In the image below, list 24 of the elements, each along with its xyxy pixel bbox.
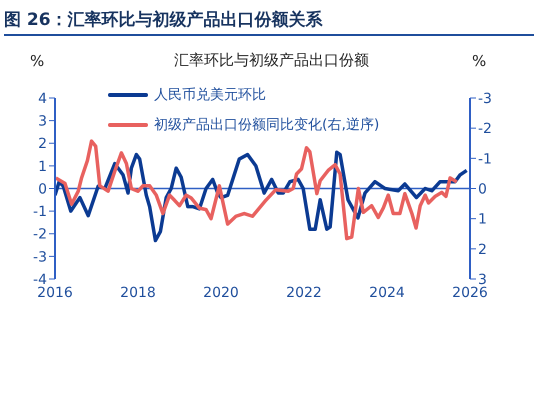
y-tick-label: -1	[33, 204, 47, 220]
x-tick-label: 2022	[286, 284, 322, 301]
x-tick-label: 2018	[120, 284, 156, 301]
y-tick-label: 0	[38, 181, 47, 198]
y2-tick-label: -2	[478, 121, 492, 138]
x-tick-label: 2020	[203, 284, 239, 301]
y-tick-label: 3	[38, 114, 47, 130]
y-tick-label: -3	[33, 249, 47, 266]
y2-tick-label: -3	[478, 90, 492, 107]
y2-tick-label: -1	[478, 151, 492, 168]
y2-tick-label: 0	[478, 181, 487, 198]
y2-tick-label: 2	[478, 242, 487, 258]
y-tick-label: -2	[33, 226, 47, 243]
y-tick-label: 2	[38, 136, 47, 152]
legend-label: 初级产品出口份额同比变化(右,逆序)	[153, 116, 380, 134]
chart-title: 图 26：汇率环比与初级产品出口份额关系	[4, 8, 534, 36]
legend-label: 人民币兑美元环比	[153, 86, 267, 104]
y-tick-label: 4	[38, 90, 48, 107]
x-tick-label: 2024	[369, 284, 405, 301]
y-axis-title: %	[30, 52, 44, 70]
y2-axis-title: %	[472, 52, 486, 70]
y2-tick-label: 1	[478, 212, 487, 228]
y-tick-label: 1	[38, 158, 47, 175]
chart-subtitle: 汇率环比与初级产品出口份额	[174, 51, 369, 69]
